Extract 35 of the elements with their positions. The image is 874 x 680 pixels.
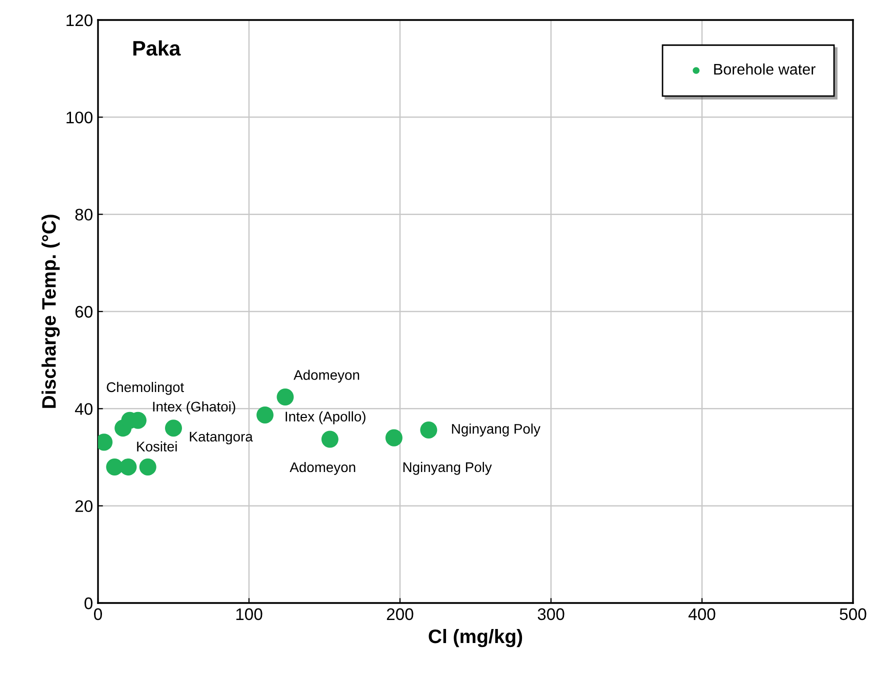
annotation: Nginyang Poly [403,462,492,475]
x-axis-title: Cl (mg/kg) [428,628,522,648]
x-tick-label: 200 [386,608,414,620]
x-tick-label: 100 [236,608,262,620]
x-tick-label: 500 [840,608,866,620]
point [256,406,274,424]
y-axis-title: Discharge Temp. (°C) [42,214,60,408]
y-tick-label: 20 [75,500,92,512]
annotation: Nginyang Poly [452,424,540,437]
y-tick-label: 40 [74,403,92,415]
text: Paka [133,40,181,56]
point [120,458,137,476]
y-tick-label: 120 [66,14,92,26]
x-tick-label: 0 [94,608,102,620]
point [276,388,294,406]
y-tick-label: 60 [75,306,92,318]
y-tick-label: 100 [66,112,92,124]
point [321,430,338,448]
point [139,458,156,476]
y-tick-label: 0 [84,597,92,610]
point [106,458,124,476]
x-tick-label: 400 [688,608,716,620]
annotation: Intex (Ghatoi) [153,401,236,414]
annotation: Kositei [137,441,177,452]
x-tick-label: 300 [538,608,564,620]
legend-label: Borehole water [714,63,816,75]
annotation: Adomeyon [294,370,360,383]
annotation: Intex (Apollo) [286,411,366,424]
y-tick-label: 80 [75,208,92,221]
point [420,422,438,439]
annotation: Katangora [190,432,253,444]
annotation: Adomeyon [290,462,356,475]
point [385,429,402,446]
annotation: Chemolingot [106,382,184,395]
point [164,420,182,437]
